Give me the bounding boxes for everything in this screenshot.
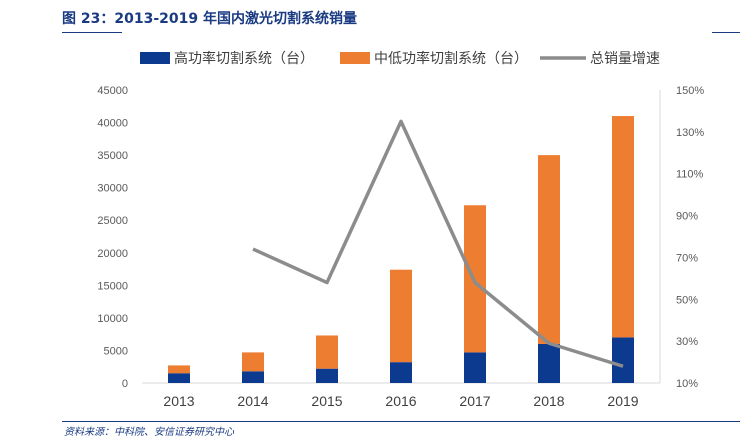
- left-tick-label: 45000: [97, 85, 128, 97]
- legend-swatch-low: [340, 52, 370, 64]
- right-tick-label: 10%: [676, 378, 698, 390]
- left-tick-label: 15000: [97, 280, 128, 292]
- left-tick-label: 20000: [97, 248, 128, 260]
- left-tick-label: 0: [122, 378, 128, 390]
- bar-low-power: [390, 270, 412, 362]
- bar-high-power: [538, 344, 560, 383]
- bar-low-power: [316, 335, 338, 368]
- right-tick-label: 150%: [676, 85, 704, 97]
- bar-high-power: [242, 371, 264, 383]
- source-rule: [62, 421, 740, 422]
- right-tick-label: 130%: [676, 127, 704, 139]
- growth-line-path: [253, 121, 623, 366]
- bar-high-power: [464, 352, 486, 383]
- bars: [168, 116, 634, 383]
- right-tick-label: 70%: [676, 252, 698, 264]
- right-tick-label: 110%: [676, 169, 704, 181]
- bar-high-power: [612, 337, 634, 383]
- right-tick-label: 90%: [676, 211, 698, 223]
- left-tick-label: 5000: [104, 345, 128, 357]
- bar-high-power: [390, 362, 412, 383]
- x-tick-label: 2014: [237, 393, 268, 409]
- left-tick-label: 30000: [97, 183, 128, 195]
- right-tick-label: 50%: [676, 294, 698, 306]
- x-tick-label: 2016: [385, 393, 416, 409]
- left-tick-label: 25000: [97, 215, 128, 227]
- bar-high-power: [316, 369, 338, 383]
- left-tick-label: 35000: [97, 150, 128, 162]
- legend-label-growth: 总销量增速: [590, 51, 660, 67]
- x-tick-label: 2013: [163, 393, 194, 409]
- x-tick-label: 2015: [311, 393, 342, 409]
- left-tick-label: 10000: [97, 313, 128, 325]
- right-tick-label: 30%: [676, 336, 698, 348]
- source-note: 资料来源：中科院、安信证券研究中心: [64, 423, 234, 438]
- legend-label-high: 高功率切割系统（台）: [174, 50, 314, 67]
- bar-low-power: [538, 155, 560, 344]
- bar-low-power: [612, 116, 634, 337]
- bar-high-power: [168, 373, 190, 383]
- legend: 高功率切割系统（台） 中低功率切割系统（台） 总销量增速: [140, 50, 660, 67]
- left-tick-label: 40000: [97, 118, 128, 130]
- bar-low-power: [242, 352, 264, 371]
- legend-swatch-high: [140, 52, 170, 64]
- x-tick-label: 2018: [533, 393, 564, 409]
- bar-low-power: [168, 365, 190, 373]
- x-tick-label: 2019: [607, 393, 638, 409]
- legend-label-low: 中低功率切割系统（台）: [374, 50, 528, 67]
- x-tick-label: 2017: [459, 393, 490, 409]
- growth-line: [253, 121, 623, 366]
